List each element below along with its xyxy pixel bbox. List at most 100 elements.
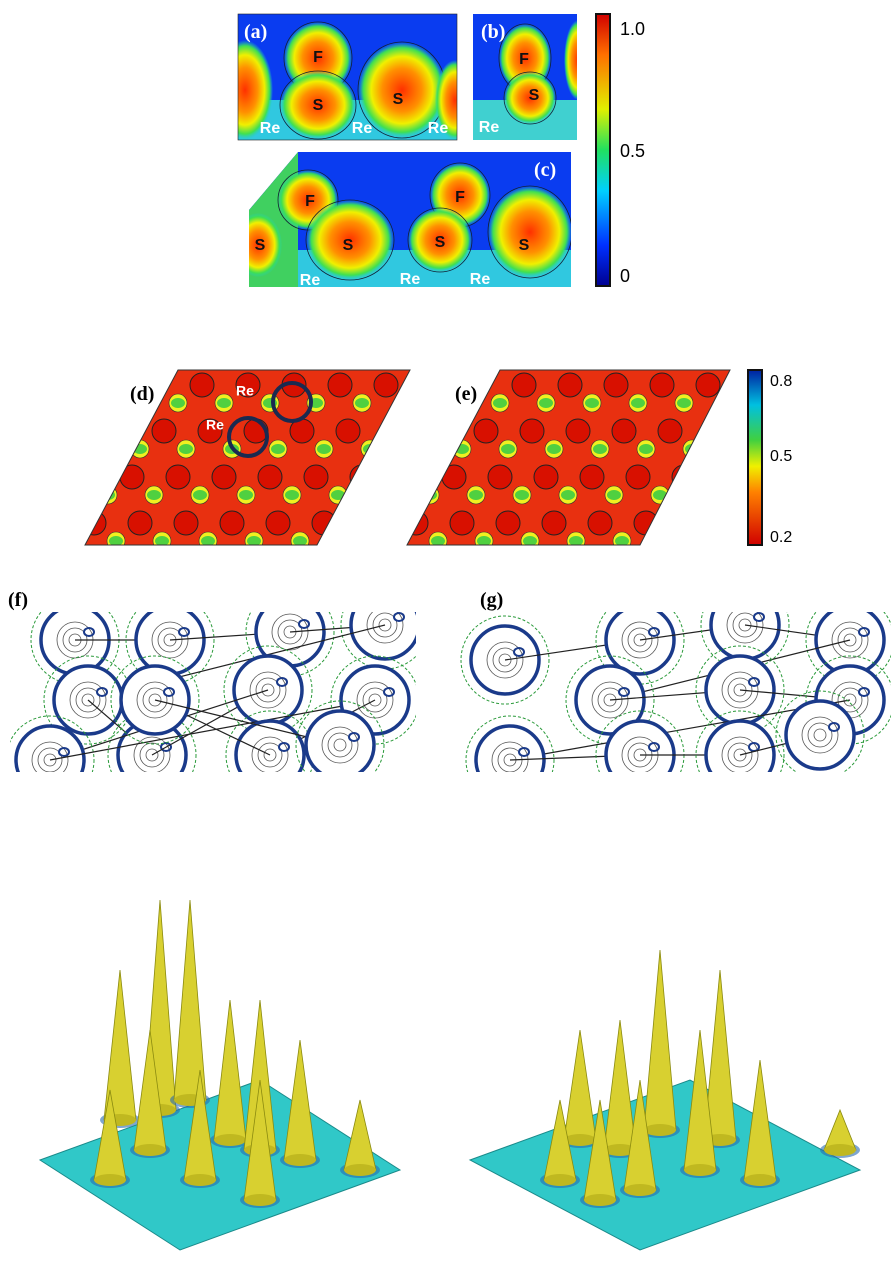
atom-label: S [343,237,354,254]
atom-disk [512,373,536,397]
spike-base [134,1144,166,1156]
atom-disk [704,419,728,443]
atom-disk [404,511,428,535]
contour [306,711,374,779]
lobe [539,398,553,408]
colorbar-tick: 1.0 [620,19,645,39]
lobe [171,398,185,408]
spike-base [244,1194,276,1206]
spike-base [744,1174,776,1186]
lobe [723,398,737,408]
lobe [677,398,691,408]
atom-label: F [313,49,323,66]
elf-map [234,152,572,287]
lobe [699,490,713,500]
lobe [377,490,391,500]
surface-plot [470,950,860,1250]
elf-slab [396,365,747,550]
panel-label: (a) [244,21,267,43]
panel-label: (b) [481,21,505,43]
atom-label: Re [352,120,373,137]
atom-label: Re [206,417,224,433]
atom-label: S [393,91,404,108]
atom-label: Re [470,271,491,288]
atom-label: S [435,234,446,251]
atom-disk [358,511,382,535]
atom-label: F [305,193,315,210]
contour-map [6,581,429,804]
atom-disk [496,511,520,535]
panel-label: (g) [480,589,503,611]
spike-base [584,1194,616,1206]
spike [344,1100,376,1170]
lobe [631,398,645,408]
atom-disk [328,373,352,397]
atom-disk [696,373,720,397]
spike-base [544,1174,576,1186]
lobe [705,532,723,550]
lobe [469,490,483,500]
atom-label: Re [300,272,321,289]
lobe [697,486,715,504]
atom-label: Re [428,120,449,137]
lobe [585,398,599,408]
lobe [455,444,469,454]
atom-disk [588,511,612,535]
atom-disk [152,419,176,443]
atom-label: S [255,237,266,254]
lobe [217,398,231,408]
colorbar-tick: 0.2 [770,529,792,546]
atom-disk [634,511,658,535]
spike-base [824,1144,856,1156]
lobe [317,444,331,454]
atom-disk [258,465,282,489]
lobe [409,444,423,454]
lobe [493,398,507,408]
spike-base [624,1184,656,1196]
spike-base [344,1164,376,1176]
lobe [653,490,667,500]
lobe [375,486,393,504]
lobe [707,536,721,546]
lobe [607,490,621,500]
contour-map [455,581,891,804]
atom-disk [396,465,420,489]
atom-disk [166,465,190,489]
lobe [721,394,739,412]
atom-label: F [455,189,465,206]
panel-label: (d) [130,383,154,405]
atom-disk [212,465,236,489]
spike-base [184,1174,216,1186]
atom-disk [450,511,474,535]
atom-disk [442,465,466,489]
spike [604,1020,636,1150]
atom-disk [220,511,244,535]
atom-disk [128,511,152,535]
atom-disk [488,465,512,489]
lobe [339,536,353,546]
lobe [501,444,515,454]
spike [174,900,206,1100]
atom-label: Re [479,119,500,136]
spike-base [284,1154,316,1166]
spike-base [644,1124,676,1136]
spike-base [94,1174,126,1186]
lobe [239,490,253,500]
lobe [337,532,355,550]
atom-disk [106,419,130,443]
spike-base [214,1134,246,1146]
lobe [547,444,561,454]
lobe [729,440,747,458]
atom-disk [74,465,98,489]
lobe [407,440,425,458]
spike [644,950,676,1130]
atom-label: S [529,87,540,104]
panel-label: (e) [455,383,477,405]
atom-disk [520,419,544,443]
lobe [179,444,193,454]
atom-label: Re [400,271,421,288]
atom-disk [672,465,696,489]
lobe [285,490,299,500]
atom-disk [374,373,398,397]
contour [786,701,854,769]
